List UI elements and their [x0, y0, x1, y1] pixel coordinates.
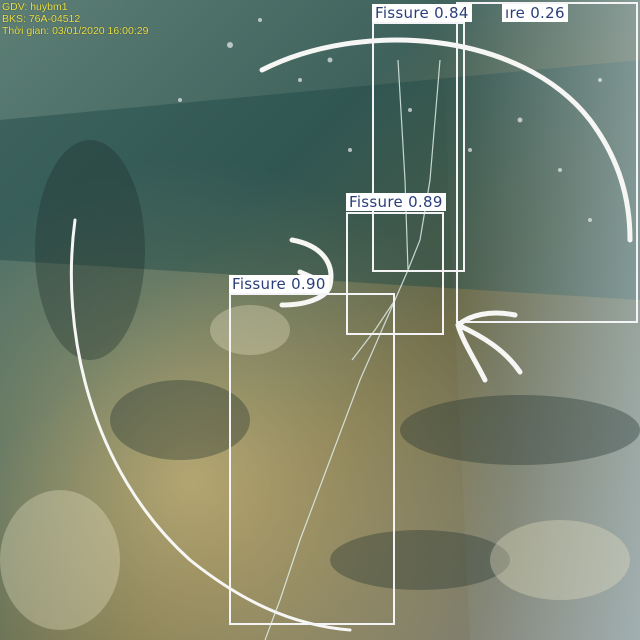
- plate-stamp: BKS: 76A-04512: [2, 13, 81, 25]
- detection-label-fissure-026: ıre 0.26: [502, 4, 568, 22]
- detection-label-fissure-090: Fissure 0.90: [229, 275, 329, 293]
- detection-label-fissure-084: Fissure 0.84: [372, 4, 472, 22]
- detection-label-fissure-089: Fissure 0.89: [346, 193, 446, 211]
- timestamp-stamp: Thời gian: 03/01/2020 16:00:29: [2, 25, 149, 37]
- detection-box-fissure-084: [372, 22, 465, 272]
- inspector-stamp: GDV: huybm1: [2, 1, 68, 13]
- detection-box-fissure-026: [456, 2, 638, 323]
- detection-box-fissure-089: [346, 212, 444, 335]
- detection-box-fissure-090: [229, 293, 395, 625]
